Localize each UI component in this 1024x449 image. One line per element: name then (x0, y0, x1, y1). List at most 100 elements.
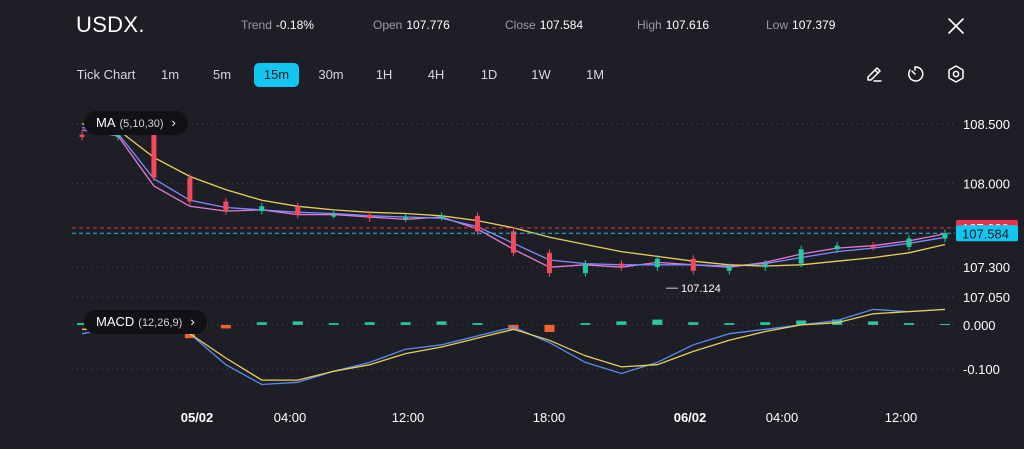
signal-line (82, 308, 946, 381)
candle (618, 263, 624, 268)
high-value: 107.616 (665, 18, 710, 32)
candle (546, 252, 552, 274)
candle (690, 258, 696, 271)
low-price-label: 107.124 (681, 283, 721, 295)
macd-histogram-bar (544, 324, 555, 332)
candle (834, 245, 840, 250)
macd-histogram-bar (364, 322, 375, 325)
macd-histogram-bar (436, 321, 447, 325)
candle (403, 217, 409, 220)
chevron-right-icon: › (171, 115, 176, 130)
y-tick-label: 108.000 (963, 177, 1010, 192)
draw-icon (867, 67, 882, 82)
macd-histogram-bar (868, 321, 879, 325)
timeframe-1m-month[interactable]: 1M (585, 67, 605, 82)
macd-histogram-bar (400, 322, 411, 325)
macd-histogram-bar (940, 324, 950, 325)
high-stat: High 107.616 (637, 18, 709, 32)
close-value: 107.584 (539, 18, 584, 32)
timeframe-30m[interactable]: 30m (318, 67, 344, 82)
timeframe-15m[interactable]: 15m (254, 63, 299, 87)
open-stat: Open 107.776 (373, 18, 450, 32)
macd-name: MACD (96, 314, 135, 329)
timer-button[interactable] (905, 64, 925, 84)
open-label: Open (373, 18, 403, 32)
settings-button[interactable] (946, 64, 966, 84)
y-tick-label: -0.100 (963, 362, 1000, 377)
timeframe-1w[interactable]: 1W (531, 67, 551, 82)
candle (439, 215, 445, 218)
x-tick-label: 04:00 (274, 410, 307, 425)
candle (223, 201, 229, 212)
low-label: Low (766, 18, 789, 32)
candle (870, 245, 876, 248)
macd-line (81, 308, 946, 386)
symbol-title: USDX. (76, 12, 145, 37)
x-tick-label: 18:00 (533, 410, 566, 425)
candle (151, 133, 157, 178)
x-tick-label: 05/02 (181, 410, 214, 425)
candle (798, 249, 804, 264)
candle (942, 233, 948, 239)
current-price-tag-label: 107.584 (962, 226, 1009, 241)
draw-button[interactable] (864, 64, 884, 84)
close-label: Close (505, 18, 536, 32)
timer-icon (908, 66, 924, 82)
candle (726, 267, 732, 271)
macd-histogram-bar (904, 323, 915, 325)
candle (511, 231, 516, 253)
macd-histogram-bar (292, 321, 303, 325)
ma-indicator-pill[interactable]: MA (5,10,30) › (84, 111, 188, 135)
close-icon (948, 18, 964, 34)
macd-histogram-bar (796, 320, 807, 325)
candle (367, 214, 373, 219)
timeframe-1m[interactable]: 1m (160, 67, 180, 82)
macd-params: (12,26,9) (138, 317, 183, 329)
low-stat: Low 107.379 (766, 18, 835, 32)
timeframe-5m[interactable]: 5m (212, 67, 232, 82)
timeframe-tick-chart[interactable]: Tick Chart (76, 67, 136, 82)
y-tick-label: 108.500 (963, 117, 1010, 132)
ma-params: (5,10,30) (119, 118, 164, 130)
high-label: High (637, 18, 662, 32)
trend-value: -0.18% (275, 18, 314, 32)
timeframe-1h[interactable]: 1H (375, 67, 393, 82)
macd-histogram-bar (724, 323, 735, 325)
current-price-tag (956, 225, 1018, 242)
close-button[interactable] (946, 16, 966, 36)
close-stat: Close 107.584 (505, 18, 583, 32)
header: USDX. Trend -0.18% Open 107.776 Close 107.5… (0, 0, 1024, 52)
candle (906, 238, 912, 247)
x-tick-label: 06/02 (674, 410, 707, 425)
open-value: 107.776 (406, 18, 450, 32)
candle (654, 258, 660, 268)
timeframe-4h[interactable]: 4H (427, 67, 445, 82)
ma-name: MA (96, 115, 116, 130)
candle (582, 263, 588, 274)
settings-icon (948, 65, 964, 83)
candle (79, 134, 85, 138)
macd-histogram-bar (760, 322, 771, 325)
macd-indicator-pill[interactable]: MACD (12,26,9) › (84, 310, 207, 334)
y-tick-label: 107.300 (963, 260, 1010, 275)
y-tick-label: 0.000 (963, 318, 996, 333)
macd-histogram-bar (256, 322, 267, 325)
macd-histogram-bar (652, 319, 663, 325)
candle (295, 206, 301, 215)
price-chart[interactable]: 108.500 108.000 107.300 107.050 0.000 -0.100 1… (0, 100, 1024, 440)
x-tick-label: 12:00 (392, 410, 425, 425)
macd-histogram-bar (580, 323, 591, 325)
candle (187, 177, 193, 202)
macd-histogram-bar (472, 323, 483, 325)
chevron-right-icon: › (190, 314, 195, 329)
macd-histogram-bar (688, 322, 699, 325)
low-value: 107.379 (792, 18, 836, 32)
timeframe-1d[interactable]: 1D (480, 67, 498, 82)
candle (331, 214, 337, 217)
macd-histogram-bar (328, 323, 339, 325)
x-tick-label: 04:00 (766, 410, 799, 425)
trend-stat: Trend -0.18% (241, 18, 314, 32)
candle (115, 133, 121, 138)
macd-histogram-bar (220, 324, 231, 329)
candle (475, 215, 481, 232)
